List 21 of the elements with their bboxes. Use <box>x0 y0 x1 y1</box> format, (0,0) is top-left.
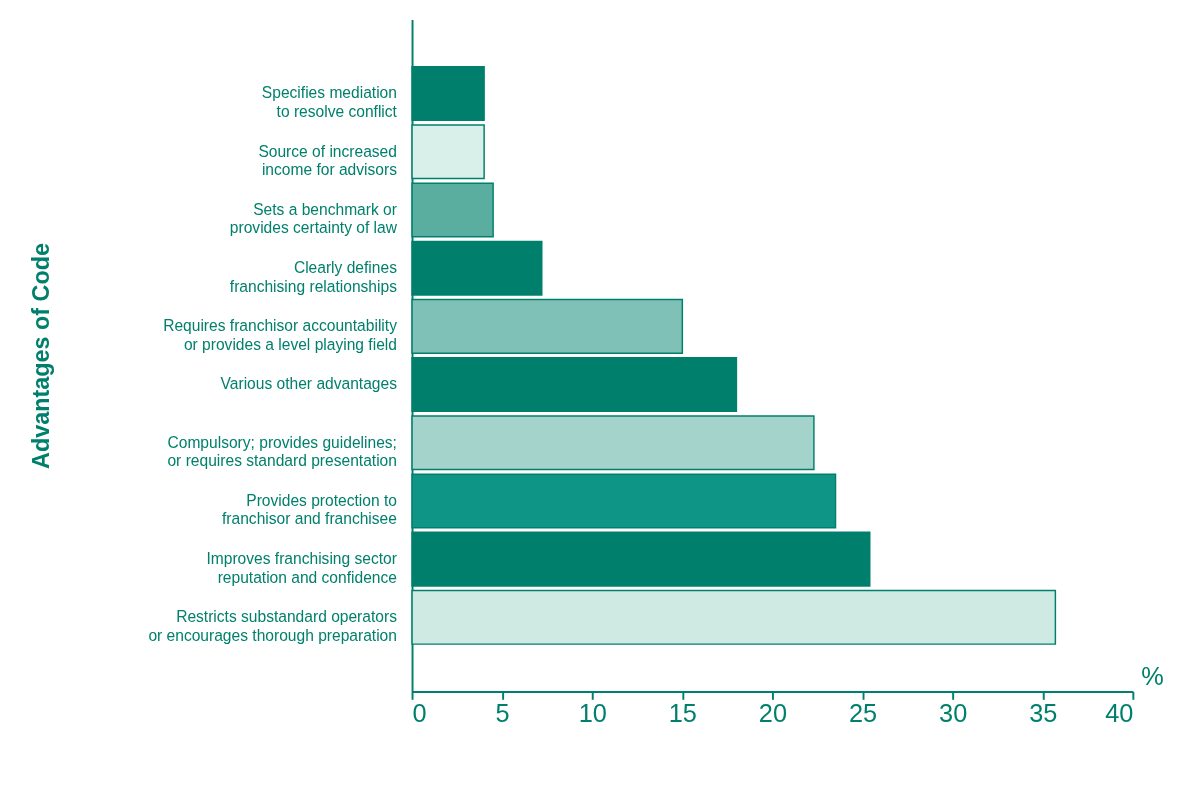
x-tick-label: 0 <box>412 699 427 728</box>
y-tick-label: Specifies mediation to resolve conflict <box>261 84 398 120</box>
y-tick-label: Compulsory; provides guidelines; or requires standard presentation <box>167 433 397 470</box>
x-tick-label: 25 <box>848 699 878 728</box>
x-axis-title: % <box>1141 662 1164 691</box>
x-tick-label: 15 <box>668 699 697 728</box>
y-tick-label: Sets a benchmark or provides certainty of law <box>229 200 398 237</box>
y-tick-label: Provides protection to franchisor and franchisee <box>222 491 398 528</box>
y-tick-label: Clearly defines franchising relationships <box>229 259 398 295</box>
x-tick-label: 40 <box>1105 699 1134 728</box>
x-tick-label: 30 <box>939 699 968 728</box>
x-tick-label: 5 <box>495 699 510 728</box>
y-tick-label: Improves franchising sector reputation and confidence <box>206 550 397 586</box>
y-tick-label: Source of increased income for advisors <box>258 142 398 179</box>
y-tick-label: Requires franchisor accountability or provides a level playing field <box>163 317 398 353</box>
y-tick-label: Various other advantages <box>220 375 398 393</box>
y-axis-title: Advantages of Code <box>28 243 55 469</box>
x-tick-label: 35 <box>1029 699 1058 728</box>
x-tick-label: 10 <box>578 699 607 728</box>
x-tick-label: 20 <box>758 699 788 728</box>
y-tick-label: Restricts substandard operators or encourages thorough preparation <box>148 608 398 644</box>
